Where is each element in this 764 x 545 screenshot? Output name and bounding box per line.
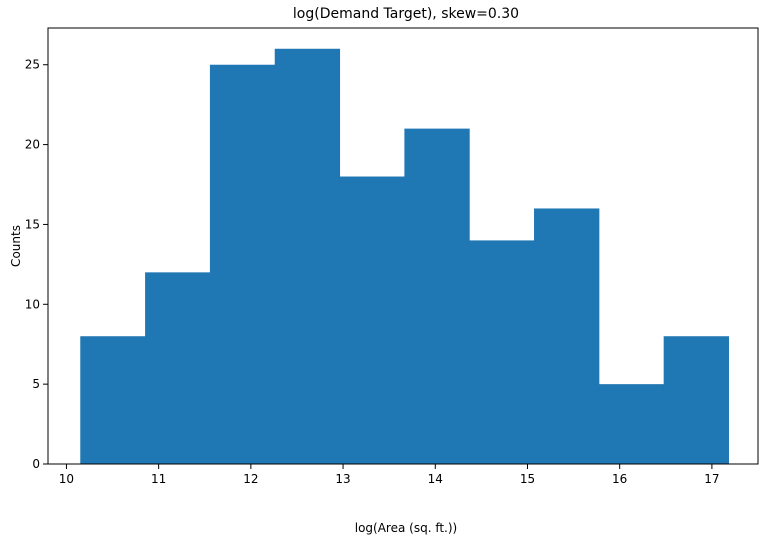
histogram-bar bbox=[209, 64, 276, 464]
histogram-bar bbox=[469, 240, 535, 464]
histogram-bar bbox=[80, 336, 146, 464]
histogram-bar bbox=[534, 208, 600, 464]
x-tick-label: 12 bbox=[243, 472, 258, 486]
y-tick-label: 10 bbox=[25, 297, 40, 311]
y-tick-label: 0 bbox=[32, 457, 40, 471]
histogram-bar bbox=[663, 336, 729, 464]
x-axis-ticks: 10 11 12 13 14 15 16 17 bbox=[59, 464, 720, 486]
x-axis-label: log(Area (sq. ft.)) bbox=[355, 521, 457, 535]
y-axis-ticks: 0 5 10 15 20 25 bbox=[25, 58, 48, 471]
y-tick-label: 5 bbox=[32, 377, 40, 391]
bars-group bbox=[80, 48, 729, 465]
histogram-bar bbox=[598, 384, 665, 464]
x-tick-label: 10 bbox=[59, 472, 74, 486]
histogram-bar bbox=[404, 128, 470, 464]
x-tick-label: 17 bbox=[704, 472, 719, 486]
y-axis-label: Counts bbox=[9, 225, 23, 267]
histogram-bar bbox=[274, 48, 341, 465]
x-tick-label: 11 bbox=[151, 472, 166, 486]
y-tick-label: 15 bbox=[25, 217, 40, 231]
y-tick-label: 25 bbox=[25, 58, 40, 72]
histogram-bar bbox=[339, 176, 405, 464]
x-tick-label: 14 bbox=[428, 472, 443, 486]
x-tick-label: 16 bbox=[612, 472, 627, 486]
y-tick-label: 20 bbox=[25, 138, 40, 152]
plot-frame bbox=[47, 27, 759, 465]
histogram-bar bbox=[145, 272, 211, 464]
chart-title: log(Demand Target), skew=0.30 bbox=[293, 6, 519, 22]
x-tick-label: 15 bbox=[520, 472, 535, 486]
x-tick-label: 13 bbox=[335, 472, 350, 486]
